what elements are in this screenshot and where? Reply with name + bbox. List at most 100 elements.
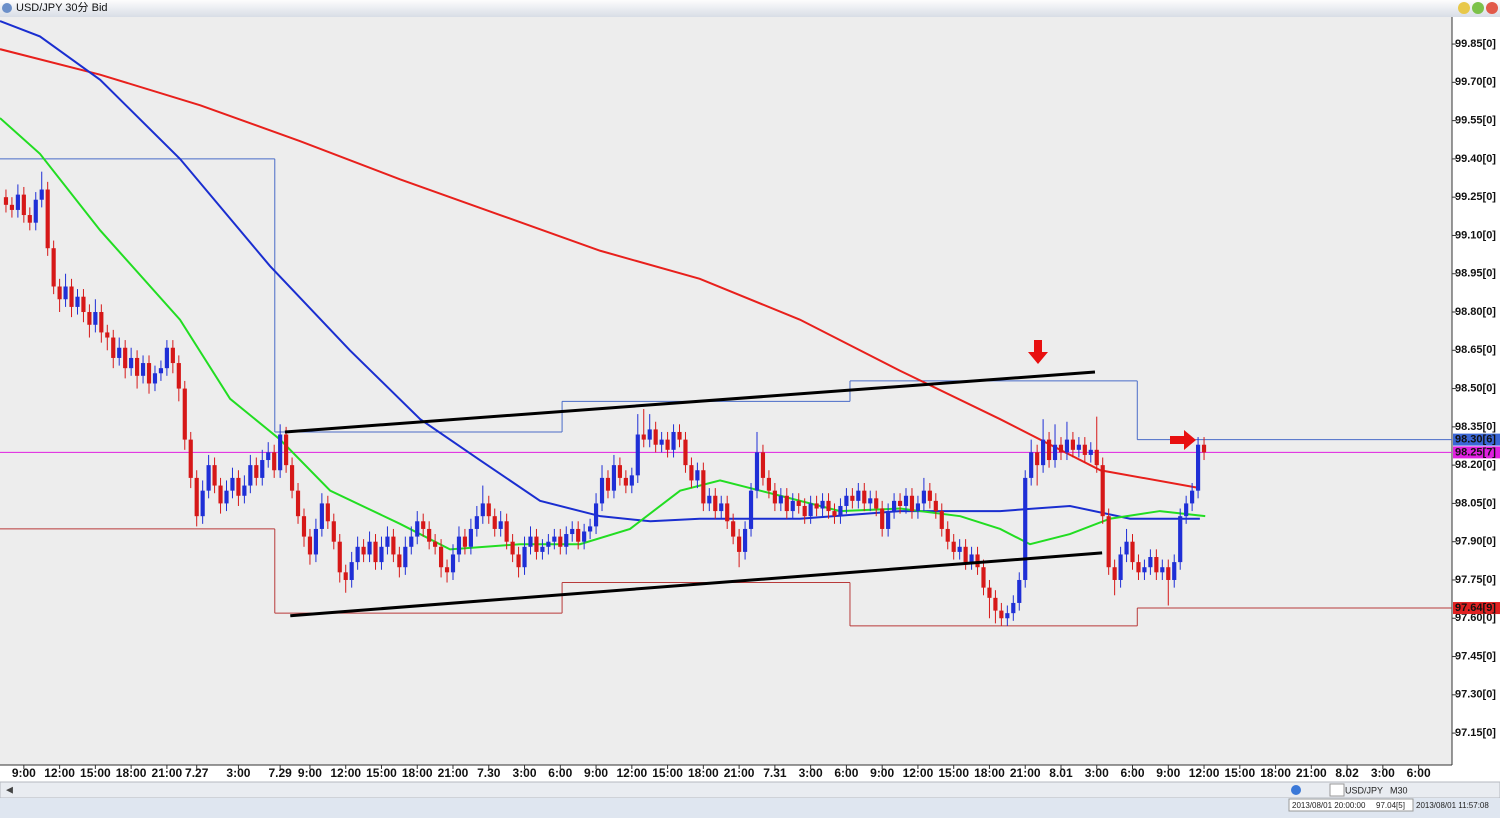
candle-body (939, 511, 944, 529)
candle-body (892, 500, 897, 512)
candle-body (719, 503, 724, 512)
candle-body (3, 197, 9, 205)
price-tag-label: 98.30[6] (1455, 434, 1496, 446)
cursor-price: 97.04[5] (1376, 801, 1405, 810)
candle-body (152, 373, 158, 384)
candle-body (677, 431, 682, 440)
candle-body (516, 554, 521, 568)
candle-body (826, 500, 831, 512)
scroll-right[interactable] (1329, 783, 1345, 797)
x-tick-label: 15:00 (1224, 766, 1255, 780)
candle-body (1035, 452, 1040, 466)
price-tag-label: 97.64[9] (1455, 602, 1496, 614)
candle-body (1041, 439, 1046, 466)
candle-body (1064, 439, 1070, 453)
candle-body (284, 434, 289, 466)
candle-body (325, 503, 330, 522)
x-tick-label: 15:00 (366, 766, 397, 780)
candle-body (158, 368, 164, 374)
candle-body (1094, 449, 1099, 466)
candle-body (737, 536, 742, 552)
candle-body (69, 286, 74, 307)
x-tick-label: 12:00 (903, 766, 934, 780)
arrows (1028, 340, 1196, 450)
candle-body (468, 528, 473, 547)
x-tick-label: 21:00 (438, 766, 469, 780)
candle-body (367, 541, 372, 555)
candle-body (93, 312, 98, 325)
close-button[interactable] (1486, 2, 1498, 14)
candle-body (278, 434, 283, 471)
candle-body (486, 503, 491, 517)
candle-body (492, 516, 497, 529)
candle-body (444, 567, 450, 573)
x-tick-label: 15:00 (652, 766, 683, 780)
x-tick-label: 15:00 (80, 766, 111, 780)
moving-average (0, 48, 1201, 490)
candle-body (713, 495, 718, 512)
x-tick-label: 7.30 (477, 766, 501, 780)
candle-body (802, 505, 807, 517)
candle-body (295, 490, 301, 517)
candle-body (373, 541, 378, 563)
y-tick-label: 98.65[0] (1455, 344, 1496, 356)
candle-body (760, 452, 766, 478)
timeframe-selector[interactable]: M30 (1390, 785, 1408, 795)
candle-body (671, 431, 676, 450)
candle-body (480, 503, 485, 517)
y-tick-label: 97.30[0] (1455, 689, 1496, 701)
candle-body (1166, 567, 1171, 580)
candle-body (1142, 567, 1147, 573)
candle-body (975, 554, 980, 568)
x-tick-label: 3:00 (1085, 766, 1109, 780)
x-tick-label: 6:00 (1407, 766, 1431, 780)
candle-body (498, 521, 503, 529)
candle-body (1082, 444, 1087, 455)
plot: 99.85[0] 99.70[0] 99.55[0] 99.40[0] 99.25[0]… (0, 20, 1500, 780)
candle-body (611, 465, 617, 491)
x-tick-label: 8.01 (1049, 766, 1073, 780)
candle-body (391, 536, 396, 555)
scrollbar[interactable] (0, 781, 1500, 799)
candle-body (33, 199, 38, 223)
symbol-selector[interactable]: USD/JPY (1345, 785, 1383, 795)
candle-body (689, 465, 694, 481)
candle-body (206, 465, 211, 491)
y-tick-label: 98.05[0] (1455, 497, 1496, 509)
right-arrow (1170, 430, 1196, 450)
x-tick-label: 9:00 (584, 766, 608, 780)
candle-body (1130, 541, 1135, 563)
candle-body (301, 516, 307, 537)
candle-body (617, 465, 622, 478)
y-tick-label: 98.80[0] (1455, 306, 1496, 318)
minimize-button[interactable] (1458, 2, 1470, 14)
window-buttons (1458, 2, 1498, 14)
plot-area (0, 17, 1452, 765)
candle-body (379, 546, 384, 563)
candle-body (707, 495, 712, 504)
x-tick-label: 3:00 (799, 766, 823, 780)
candle-body (1124, 541, 1129, 555)
candle-body (1011, 602, 1016, 614)
candle-body (313, 528, 318, 555)
price-tag (1453, 446, 1500, 459)
title-bar (0, 0, 1500, 17)
candle-body (248, 465, 253, 486)
candle-body (1005, 613, 1010, 619)
candle-body (63, 286, 68, 300)
candle-body (75, 296, 80, 307)
maximize-button[interactable] (1472, 2, 1484, 14)
candle-body (117, 347, 122, 358)
candle-body (1136, 562, 1141, 573)
candle-body (331, 521, 336, 542)
candle-body (623, 477, 628, 486)
candle-body (403, 546, 408, 568)
trendline (290, 551, 1103, 618)
x-tick-label: 18:00 (1260, 766, 1291, 780)
candle-body (1058, 444, 1064, 453)
y-tick-label: 98.50[0] (1455, 382, 1496, 394)
candle-body (266, 452, 271, 461)
candle-body (99, 312, 104, 333)
candle-body (129, 357, 134, 369)
scroll-left[interactable]: ◀ (6, 784, 13, 794)
